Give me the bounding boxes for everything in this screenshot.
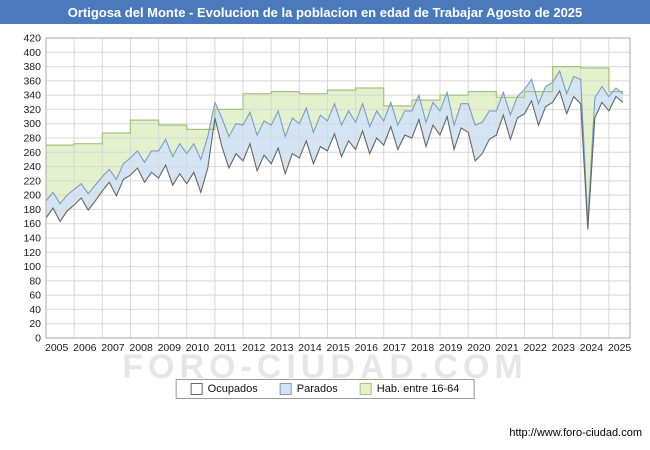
legend-swatch-parados [279, 383, 292, 395]
y-tick-label: 360 [23, 75, 41, 87]
series-ocupados-line [45, 89, 624, 230]
x-tick-label: 2006 [73, 342, 97, 354]
legend-label-hab-entre-16-64: Hab. entre 16-64 [376, 383, 460, 395]
x-tick-label: 2014 [298, 342, 322, 354]
x-tick-label: 2019 [439, 342, 463, 354]
legend: Ocupados Parados Hab. entre 16-64 [175, 379, 475, 399]
x-tick-label: 2018 [411, 342, 435, 354]
legend-item-parados: Parados [279, 383, 338, 395]
y-tick-label: 280 [23, 133, 41, 145]
x-tick-label: 2016 [355, 342, 379, 354]
y-tick-label: 100 [23, 261, 41, 273]
y-tick-label: 300 [23, 118, 41, 130]
x-tick-label: 2012 [242, 342, 266, 354]
y-tick-label: 260 [23, 147, 41, 159]
legend-label-ocupados: Ocupados [207, 383, 258, 395]
x-tick-label: 2007 [101, 342, 125, 354]
x-tick-label: 2010 [186, 342, 210, 354]
x-tick-label: 2017 [383, 342, 407, 354]
legend-swatch-hab-entre-16-64 [359, 383, 372, 395]
y-tick-label: 220 [23, 175, 41, 187]
y-tick-label: 140 [23, 233, 41, 245]
y-tick-label: 340 [23, 90, 41, 102]
x-tick-label: 2024 [580, 342, 604, 354]
y-tick-label: 320 [23, 104, 41, 116]
y-tick-label: 20 [29, 318, 41, 330]
chart-title: Ortigosa del Monte - Evolucion de la pob… [0, 0, 650, 24]
x-tick-label: 2005 [45, 342, 69, 354]
legend-label-parados: Parados [296, 383, 338, 395]
x-tick-label: 2022 [523, 342, 547, 354]
x-tick-label: 2023 [552, 342, 576, 354]
y-tick-label: 160 [23, 218, 41, 230]
series-ocupados-fill [46, 90, 623, 339]
legend-item-ocupados: Ocupados [190, 383, 258, 395]
y-tick-label: 120 [23, 247, 41, 259]
y-tick-label: 240 [23, 161, 41, 173]
y-tick-label: 80 [29, 275, 41, 287]
x-tick-label: 2011 [214, 342, 237, 354]
y-tick-label: 400 [23, 47, 41, 59]
legend-item-hab-entre-16-64: Hab. entre 16-64 [359, 383, 460, 395]
x-tick-label: 2021 [495, 342, 519, 354]
y-tick-label: 180 [23, 204, 41, 216]
plot-border [45, 37, 631, 339]
footer-url: http://www.foro-ciudad.com [509, 427, 642, 439]
x-tick-label: 2008 [129, 342, 153, 354]
y-tick-label: 60 [29, 290, 41, 302]
series-hab-16-64-line [46, 66, 623, 146]
series-parados-line [45, 69, 624, 223]
x-tick-label: 2013 [270, 342, 294, 354]
x-tick-label: 2025 [608, 342, 632, 354]
y-tick-label: 0 [35, 333, 41, 345]
y-tick-label: 420 [23, 33, 41, 45]
y-tick-label: 380 [23, 61, 41, 73]
x-tick-label: 2015 [326, 342, 350, 354]
x-tick-label: 2009 [158, 342, 182, 354]
y-tick-label: 40 [29, 304, 41, 316]
legend-swatch-ocupados [190, 383, 203, 395]
x-tick-label: 2020 [467, 342, 491, 354]
y-tick-label: 200 [23, 190, 41, 202]
